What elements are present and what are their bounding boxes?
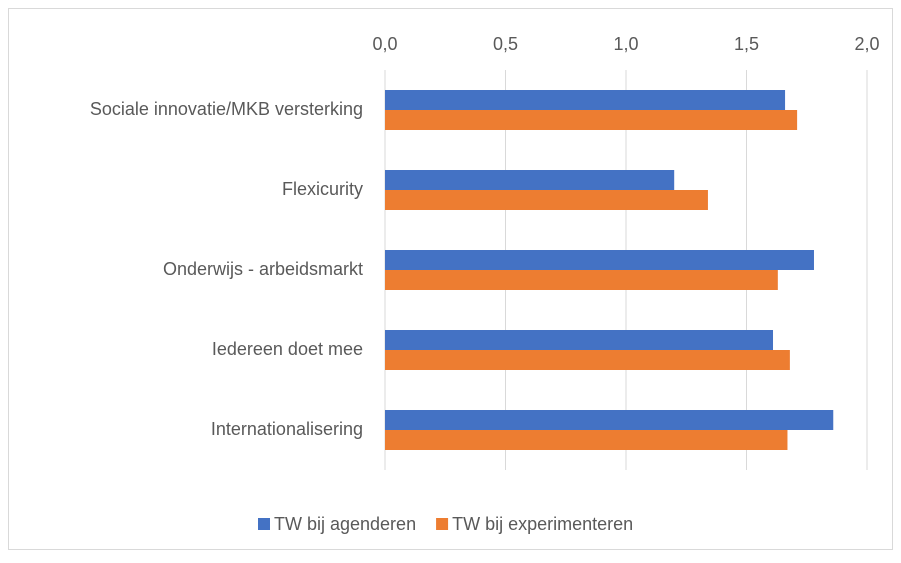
legend-label: TW bij agenderen: [274, 514, 416, 534]
y-tick-label: Internationalisering: [211, 419, 363, 439]
bar: [385, 330, 774, 350]
x-tick-label: 0,0: [372, 34, 397, 54]
bar: [385, 170, 675, 190]
bar: [385, 410, 834, 430]
bar: [385, 90, 786, 110]
bar: [385, 350, 790, 370]
y-tick-label: Sociale innovatie/MKB versterking: [90, 99, 363, 119]
x-tick-label: 1,0: [613, 34, 638, 54]
legend-swatch: [436, 518, 449, 530]
y-tick-label: Flexicurity: [282, 179, 363, 199]
x-tick-label: 0,5: [493, 34, 518, 54]
x-tick-label: 1,5: [734, 34, 759, 54]
bar: [385, 270, 778, 290]
bar: [385, 430, 788, 450]
bar: [385, 250, 814, 270]
x-tick-label: 2,0: [854, 34, 879, 54]
legend-swatch: [258, 518, 270, 530]
y-tick-label: Iedereen doet mee: [212, 339, 363, 359]
bar: [385, 190, 708, 210]
legend-label: TW bij experimenteren: [452, 514, 633, 534]
bar: [385, 110, 798, 130]
y-tick-label: Onderwijs - arbeidsmarkt: [163, 259, 363, 279]
